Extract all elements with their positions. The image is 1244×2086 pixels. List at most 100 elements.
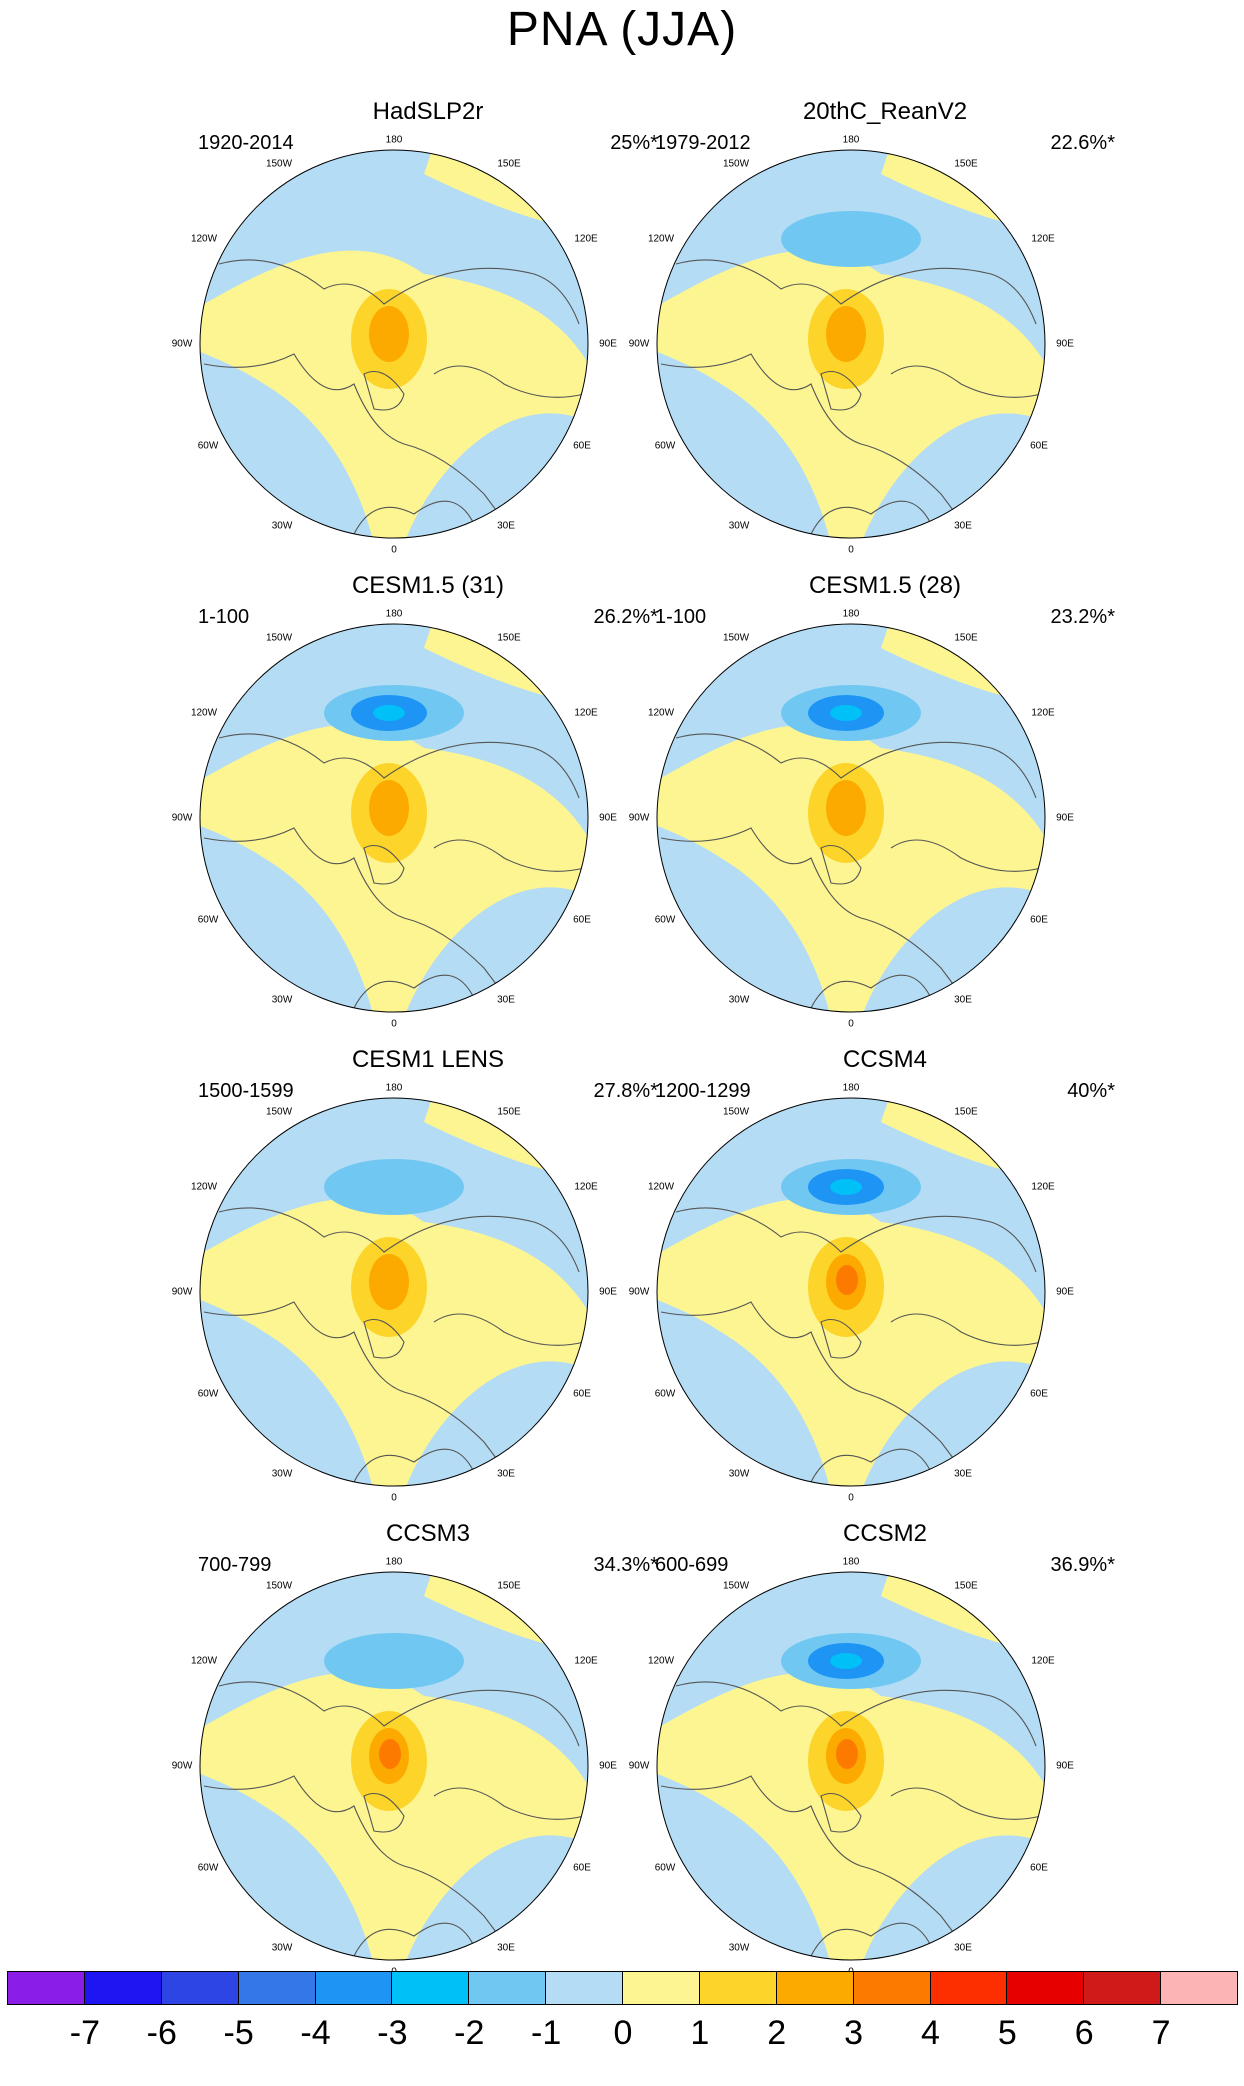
page-title: PNA (JJA) xyxy=(506,3,738,56)
longitude-label: 120W xyxy=(190,1181,218,1193)
panel-period: 1-100 xyxy=(655,606,707,628)
panel-variance: 34.3%* xyxy=(593,1554,659,1576)
longitude-label: 180 xyxy=(385,1556,403,1568)
colorbar-tick-label: 1 xyxy=(690,2014,710,2052)
longitude-label: 30W xyxy=(728,520,750,532)
longitude-label: 150E xyxy=(497,1106,521,1118)
longitude-label: 30E xyxy=(497,1468,515,1480)
longitude-label: 30W xyxy=(728,1942,750,1954)
longitude-label: 60E xyxy=(573,440,591,452)
map-panel: HadSLP2r 1920-2014 25%* 180 150W 150E 120W 120E… xyxy=(172,98,658,568)
colorbar-tick-label: 3 xyxy=(844,2014,864,2052)
longitude-label: 0 xyxy=(848,544,854,556)
colorbar-swatch xyxy=(160,1971,239,2005)
polar-map xyxy=(199,149,589,539)
longitude-label: 150E xyxy=(954,632,978,644)
longitude-label: 150E xyxy=(497,632,521,644)
colorbar-swatch xyxy=(391,1971,470,2005)
longitude-label: 120E xyxy=(574,1655,598,1667)
longitude-label: 30E xyxy=(954,994,972,1006)
colorbar-tick-label: -6 xyxy=(146,2014,177,2052)
longitude-label: 60E xyxy=(1030,1862,1048,1874)
longitude-label: 30W xyxy=(271,994,293,1006)
map-panel: CCSM4 1200-1299 40%* 180 150W 150E 120W 120E 90W… xyxy=(629,1046,1115,1516)
longitude-label: 30E xyxy=(497,1942,515,1954)
polar-map xyxy=(199,623,589,1013)
longitude-label: 90W xyxy=(628,812,650,824)
longitude-label: 120E xyxy=(1031,1655,1055,1667)
longitude-label: 120E xyxy=(574,233,598,245)
longitude-label: 0 xyxy=(848,1018,854,1030)
longitude-label: 120E xyxy=(574,707,598,719)
colorbar-swatch xyxy=(545,1971,623,2005)
longitude-label: 60E xyxy=(573,1388,591,1400)
longitude-label: 0 xyxy=(391,1492,397,1504)
map-panel: CESM1 LENS 1500-1599 27.8%* 180 150W 150E 120W… xyxy=(172,1046,658,1516)
longitude-label: 120W xyxy=(647,1181,675,1193)
longitude-label: 90W xyxy=(628,1760,650,1772)
panel-title: CCSM2 xyxy=(842,1520,927,1547)
colorbar-swatch xyxy=(1006,1971,1085,2005)
longitude-label: 90W xyxy=(628,1286,650,1298)
longitude-label: 150W xyxy=(265,632,293,644)
panel-title: HadSLP2r xyxy=(372,98,484,125)
longitude-label: 60W xyxy=(197,1388,219,1400)
colorbar-swatch xyxy=(852,1971,931,2005)
colorbar xyxy=(7,1971,1238,2005)
panel-title: CCSM4 xyxy=(842,1046,927,1073)
longitude-label: 90E xyxy=(1056,338,1074,350)
longitude-label: 90E xyxy=(1056,812,1074,824)
map-panel: CESM1.5 (28) 1-100 23.2%* 180 150W 150E 120W 12… xyxy=(629,572,1116,1042)
colorbar-ticks: -7 -6 -5 -4 -3 -2 -1 0 1 2 3 4 5 6 7 xyxy=(0,2014,1244,2064)
longitude-label: 150W xyxy=(265,1106,293,1118)
panel-title: CESM1.5 (28) xyxy=(808,572,962,599)
panel-period: 1-100 xyxy=(198,606,250,628)
longitude-label: 0 xyxy=(391,544,397,556)
panel-period: 600-699 xyxy=(655,1554,729,1576)
colorbar-swatch xyxy=(1083,1971,1162,2005)
polar-map xyxy=(656,1097,1046,1487)
longitude-label: 0 xyxy=(391,1018,397,1030)
longitude-label: 90E xyxy=(599,1286,617,1298)
longitude-label: 30W xyxy=(728,1468,750,1480)
longitude-label: 90E xyxy=(1056,1760,1074,1772)
longitude-label: 150W xyxy=(265,158,293,170)
longitude-label: 30E xyxy=(954,1468,972,1480)
map-panel: CCSM2 600-699 36.9%* 180 150W 150E 120W 120E 90W… xyxy=(629,1520,1115,1990)
longitude-label: 60E xyxy=(1030,1388,1048,1400)
panel-variance: 22.6%* xyxy=(1050,132,1116,154)
longitude-label: 90E xyxy=(1056,1286,1074,1298)
longitude-label: 180 xyxy=(842,134,860,146)
longitude-label: 90W xyxy=(171,338,193,350)
colorbar-swatch xyxy=(7,1971,85,2005)
colorbar-tick-label: 2 xyxy=(767,2014,787,2052)
longitude-label: 30E xyxy=(497,520,515,532)
colorbar-swatch xyxy=(1160,1971,1238,2005)
longitude-label: 60W xyxy=(197,1862,219,1874)
colorbar-tick-label: -7 xyxy=(69,2014,100,2052)
longitude-label: 60E xyxy=(1030,914,1048,926)
panel-period: 1979-2012 xyxy=(655,132,751,154)
colorbar-tick-label: -5 xyxy=(223,2014,254,2052)
longitude-label: 150W xyxy=(722,1580,750,1592)
colorbar-tick-label: 4 xyxy=(921,2014,940,2052)
longitude-label: 60W xyxy=(654,440,676,452)
colorbar-swatch xyxy=(314,1971,393,2005)
panel-variance: 23.2%* xyxy=(1050,606,1116,628)
panel-period: 1500-1599 xyxy=(198,1080,294,1102)
colorbar-swatch xyxy=(83,1971,162,2005)
panel-variance: 26.2%* xyxy=(593,606,659,628)
longitude-label: 180 xyxy=(385,134,403,146)
colorbar-swatch xyxy=(622,1971,700,2005)
longitude-label: 90W xyxy=(171,1760,193,1772)
longitude-label: 180 xyxy=(385,1082,403,1094)
panel-title: 20thC_ReanV2 xyxy=(802,98,968,125)
longitude-label: 120W xyxy=(190,1655,218,1667)
panel-title: CCSM3 xyxy=(385,1520,470,1547)
longitude-label: 120E xyxy=(574,1181,598,1193)
longitude-label: 120W xyxy=(647,707,675,719)
longitude-label: 30W xyxy=(271,1942,293,1954)
longitude-label: 120E xyxy=(1031,233,1055,245)
longitude-label: 60E xyxy=(1030,440,1048,452)
longitude-label: 60E xyxy=(573,914,591,926)
